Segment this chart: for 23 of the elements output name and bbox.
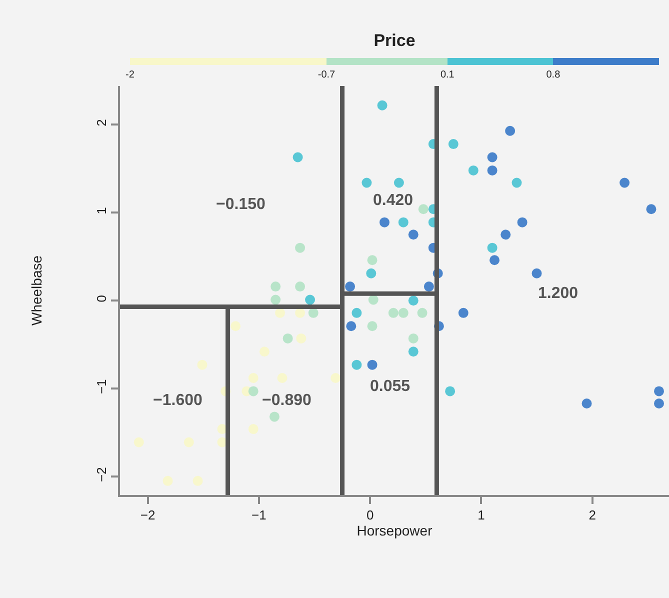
- y-tick-label: 1: [94, 207, 109, 214]
- annotation: 1.200: [538, 285, 578, 302]
- x-tick-label: 1: [478, 508, 485, 523]
- annotation: 0.420: [373, 192, 414, 209]
- annotation: −0.150: [216, 196, 266, 213]
- y-axis-title: Wheelbase: [28, 255, 44, 326]
- x-tick-label: −2: [140, 508, 156, 523]
- y-tick-label: 2: [94, 119, 109, 126]
- annotation: 0.055: [370, 378, 410, 395]
- annotation: −0.890: [262, 392, 312, 409]
- color-bar-label: -0.7: [318, 70, 336, 80]
- color-bar-label: -2: [126, 70, 135, 80]
- annotation: −1.600: [153, 392, 202, 409]
- y-tick-label: 0: [94, 295, 109, 302]
- x-tick-label: 2: [588, 508, 596, 523]
- y-tick-label: −2: [94, 467, 109, 482]
- color-bar-title: Price: [374, 30, 416, 50]
- x-tick-label: 0: [366, 508, 374, 523]
- y-tick-label: −1: [94, 379, 109, 394]
- color-bar-label: 0.8: [546, 70, 561, 80]
- color-bar-label: 0.1: [440, 70, 455, 80]
- x-axis-title: Horsepower: [356, 522, 433, 539]
- x-tick-label: −1: [252, 508, 266, 523]
